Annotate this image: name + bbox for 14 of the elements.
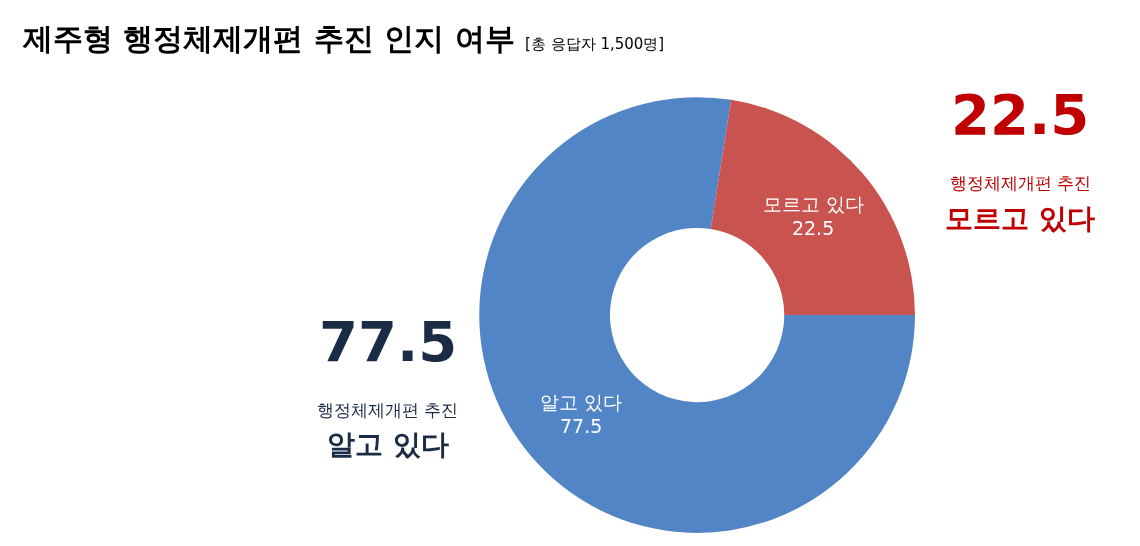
chart-title: 제주형 행정체제개편 추진 인지 여부 (22, 20, 515, 56)
text: 22.5 (951, 82, 1090, 147)
slice-label: 모르고 있다 (762, 192, 864, 215)
slice-label: 알고 있다 (540, 390, 623, 413)
text: 77.5 (319, 309, 458, 374)
text: 행정체제개편 추진 (950, 173, 1092, 193)
text: 알고 있다 (327, 428, 449, 461)
donut-slice (710, 99, 915, 316)
chart-subtitle: [총 응답자 1,500명] (525, 34, 665, 53)
donut-slice (479, 97, 915, 533)
data-label: 22.5 (791, 217, 835, 240)
text: 모르고 있다 (945, 202, 1095, 235)
data-label: 77.5 (559, 415, 603, 438)
text: 행정체제개편 추진 (317, 400, 459, 420)
